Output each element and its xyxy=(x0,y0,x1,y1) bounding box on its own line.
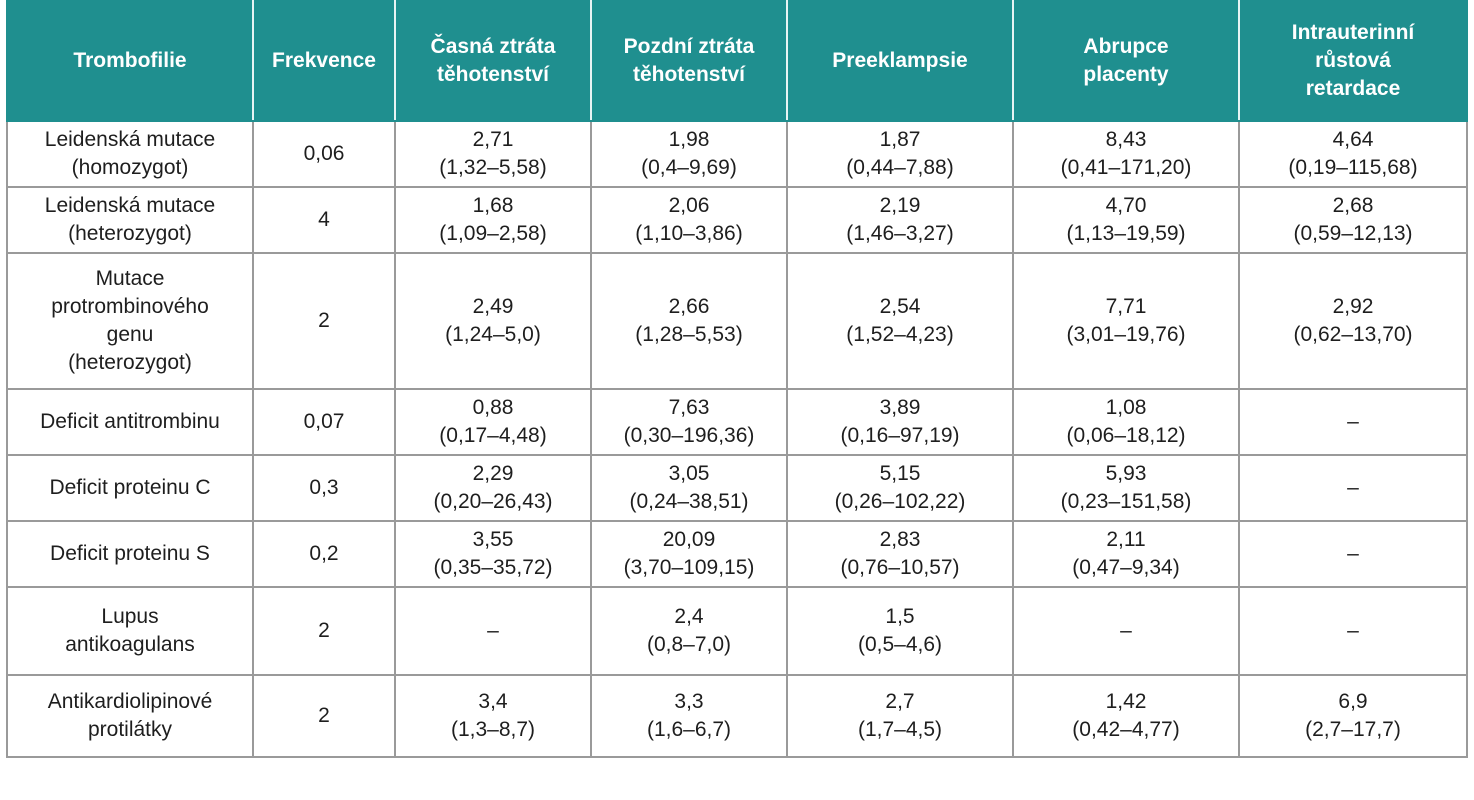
table-row: Deficit proteinu C 0,3 2,29 (0,20–26,43) … xyxy=(6,454,1468,522)
table-cell: – xyxy=(1238,388,1468,456)
table-row: Lupus antikoagulans 2 – 2,4 (0,8–7,0) 1,5(… xyxy=(6,586,1468,676)
table-cell: 2,66 (1,28–5,53) xyxy=(590,252,788,390)
table-row: Mutace protrombinového genu (heterozygot) 2… xyxy=(6,252,1468,390)
table-cell: 2,7 (1,7–4,5) xyxy=(786,674,1014,758)
table-cell: – xyxy=(1238,586,1468,676)
table-cell: 2,4 (0,8–7,0) xyxy=(590,586,788,676)
table-cell: Leidenská mutace (homozygot) xyxy=(6,120,254,188)
table-cell: 3,89 (0,16–97,19) xyxy=(786,388,1014,456)
table-cell: 2,71 (1,32–5,58) xyxy=(394,120,592,188)
table-cell: Deficit proteinu C xyxy=(6,454,254,522)
table-cell: 2 xyxy=(252,586,396,676)
table-cell: 2,19 (1,46–3,27) xyxy=(786,186,1014,254)
table-cell: Mutace protrombinového genu (heterozygot) xyxy=(6,252,254,390)
table-cell: 2,06 (1,10–3,86) xyxy=(590,186,788,254)
table-cell: 1,87 (0,44–7,88) xyxy=(786,120,1014,188)
table-header-row: Trombofilie Frekvence Časná ztráta těhote… xyxy=(6,0,1468,122)
table-cell: Deficit antitrombinu xyxy=(6,388,254,456)
table-cell: 3,4 (1,3–8,7) xyxy=(394,674,592,758)
table-cell: – xyxy=(1012,586,1240,676)
table-cell: 3,3 (1,6–6,7) xyxy=(590,674,788,758)
table-cell: 5,15 (0,26–102,22) xyxy=(786,454,1014,522)
table-cell: 3,55 (0,35–35,72) xyxy=(394,520,592,588)
table-cell: 1,98 (0,4–9,69) xyxy=(590,120,788,188)
thrombophilia-table: Trombofilie Frekvence Časná ztráta těhote… xyxy=(6,0,1468,758)
table-cell: 2 xyxy=(252,252,396,390)
table-cell: 6,9 (2,7–17,7) xyxy=(1238,674,1468,758)
table-cell: 0,88 (0,17–4,48) xyxy=(394,388,592,456)
header-trombofilie: Trombofilie xyxy=(6,0,254,122)
table-cell: – xyxy=(1238,520,1468,588)
table-cell: 2 xyxy=(252,674,396,758)
table-cell: 4,70 (1,13–19,59) xyxy=(1012,186,1240,254)
table-cell: – xyxy=(394,586,592,676)
table-row: Leidenská mutace (homozygot) 0,06 2,71 (1,… xyxy=(6,120,1468,188)
header-casna-ztrata: Časná ztráta těhotenství xyxy=(394,0,592,122)
table-cell: 7,71 (3,01–19,76) xyxy=(1012,252,1240,390)
table-cell: 0,07 xyxy=(252,388,396,456)
table-cell: 5,93 (0,23–151,58) xyxy=(1012,454,1240,522)
table-cell: 1,08 (0,06–18,12) xyxy=(1012,388,1240,456)
table-cell: 0,2 xyxy=(252,520,396,588)
table-cell: 2,54 (1,52–4,23) xyxy=(786,252,1014,390)
header-frekvence: Frekvence xyxy=(252,0,396,122)
table-cell: 1,42 (0,42–4,77) xyxy=(1012,674,1240,758)
header-pozdni-ztrata: Pozdní ztráta těhotenství xyxy=(590,0,788,122)
table-cell: Leidenská mutace (heterozygot) xyxy=(6,186,254,254)
table-cell: 1,5 (0,5–4,6) xyxy=(786,586,1014,676)
table-cell: – xyxy=(1238,454,1468,522)
table-cell: Lupus antikoagulans xyxy=(6,586,254,676)
header-intrauterinni-retardace: Intrauterinní růstová retardace xyxy=(1238,0,1468,122)
table-cell: 4,64 (0,19–115,68) xyxy=(1238,120,1468,188)
table-cell: Deficit proteinu S xyxy=(6,520,254,588)
header-abrupce-placenty: Abrupce placenty xyxy=(1012,0,1240,122)
table-cell: 8,43 (0,41–171,20) xyxy=(1012,120,1240,188)
table-cell: 20,09 (3,70–109,15) xyxy=(590,520,788,588)
table-cell: 2,83 (0,76–10,57) xyxy=(786,520,1014,588)
table-row: Antikardiolipinové protilátky 2 3,4 (1,3–8… xyxy=(6,674,1468,758)
table-row: Leidenská mutace (heterozygot) 4 1,68 (1,0… xyxy=(6,186,1468,254)
table-row: Deficit antitrombinu 0,07 0,88 (0,17–4,48… xyxy=(6,388,1468,456)
table-cell: 0,06 xyxy=(252,120,396,188)
table-cell: 3,05 (0,24–38,51) xyxy=(590,454,788,522)
table-cell: 1,68 (1,09–2,58) xyxy=(394,186,592,254)
header-preeklampsie: Preeklampsie xyxy=(786,0,1014,122)
table-cell: 0,3 xyxy=(252,454,396,522)
table-cell: 2,92 (0,62–13,70) xyxy=(1238,252,1468,390)
table-row: Deficit proteinu S 0,2 3,55 (0,35–35,72) … xyxy=(6,520,1468,588)
table-cell: 2,29 (0,20–26,43) xyxy=(394,454,592,522)
table-cell: 2,68 (0,59–12,13) xyxy=(1238,186,1468,254)
table-cell: 7,63 (0,30–196,36) xyxy=(590,388,788,456)
table-cell: 2,49 (1,24–5,0) xyxy=(394,252,592,390)
table-cell: Antikardiolipinové protilátky xyxy=(6,674,254,758)
table-cell: 4 xyxy=(252,186,396,254)
table-cell: 2,11 (0,47–9,34) xyxy=(1012,520,1240,588)
